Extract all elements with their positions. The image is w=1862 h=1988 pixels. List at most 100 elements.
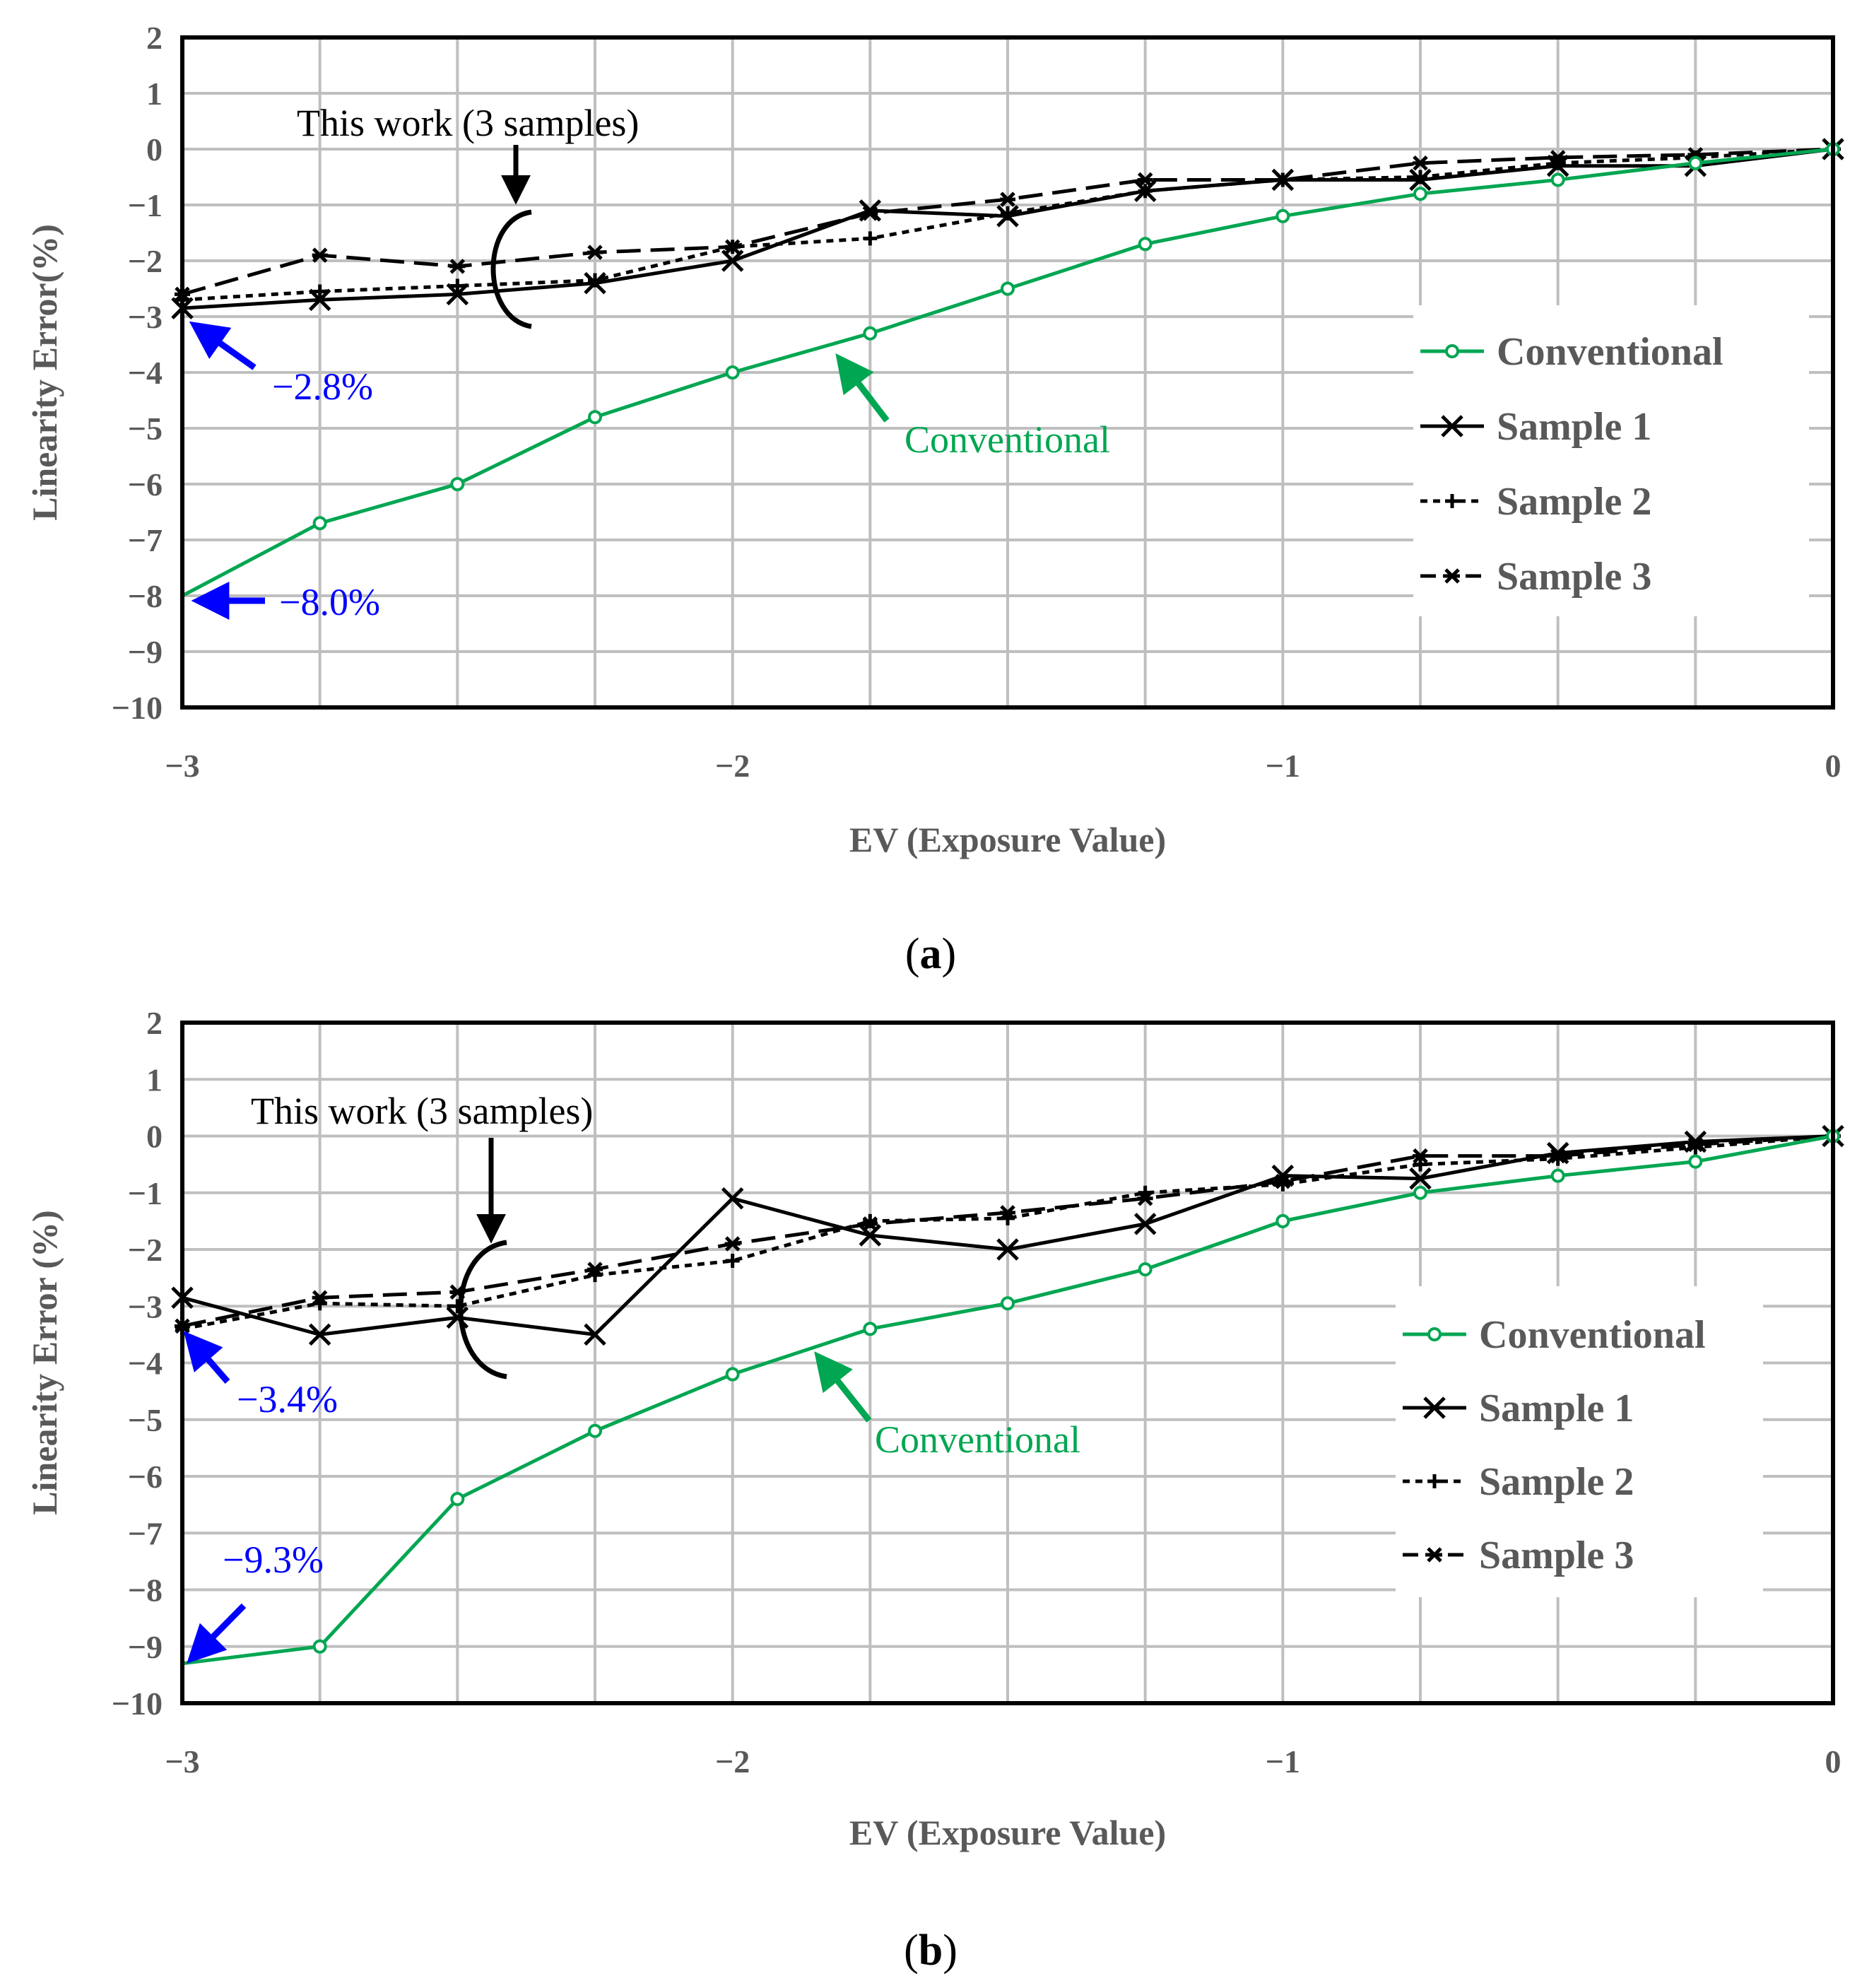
x-axis-title-b: EV (Exposure Value) [849,1813,1166,1852]
sample-end-arrow-b [183,1331,230,1384]
legend-box-a [1413,305,1809,616]
legend-label: Sample 1 [1497,405,1651,449]
data-point-sample3 [1275,1173,1291,1189]
data-point-sample1 [584,1323,606,1346]
series-conventional-a [181,142,1840,598]
y-tick-label: −6 [128,466,163,502]
y-tick-label: −2 [128,243,163,279]
data-point-sample3 [1137,172,1153,188]
data-point-sample2 [312,284,327,299]
conventional-end-label-b: −9.3% [223,1539,324,1581]
y-tick-label: −3 [128,1288,163,1324]
legend-label: Sample 1 [1479,1387,1634,1430]
data-point-conventional [1275,208,1290,223]
data-point-conventional [863,1322,878,1336]
legend-label: Sample 2 [1479,1460,1634,1504]
conventional-label-a: Conventional [905,418,1110,461]
y-tick-label: 0 [146,131,163,167]
data-point-conventional [588,410,602,425]
data-point-conventional [1413,187,1427,201]
sample-bracket-b [458,1240,507,1380]
data-point-sample3 [312,1290,328,1305]
data-point-conventional [450,477,465,491]
y-tick-label: −8 [128,1572,163,1608]
data-point-sample3 [1413,155,1428,171]
legend-marker [1445,344,1459,358]
y-tick-label: −4 [128,1346,163,1382]
data-point-sample3 [1000,192,1015,207]
chart-panel-a: 210−1−2−3−4−5−6−7−8−9−10−3 −2 −1 0 Conventi… [25,20,1844,978]
x-tick-label: 0 [1825,748,1842,784]
legend-item-conventional: Conventional [1420,330,1723,374]
series-sample3-a [175,141,1841,302]
data-point-conventional [1550,172,1565,187]
legend-item-sample3: Sample 3 [1403,1534,1634,1577]
legend-label: Sample 3 [1497,555,1651,599]
y-tick-label: −7 [128,522,163,558]
conventional-arrow-b [814,1351,872,1423]
data-point-sample3 [312,247,328,263]
caption-a: (a) [905,930,956,978]
data-point-conventional [312,516,327,531]
y-tick-label: −9 [128,634,163,670]
data-point-sample3 [1413,1148,1428,1164]
y-tick-label: −5 [128,1402,163,1438]
data-point-sample3 [1275,172,1291,188]
x-tick-label: 0 [1825,1743,1842,1780]
conventional-label-b: Conventional [875,1418,1080,1461]
y-tick-label: −1 [128,1175,163,1211]
x-tick-label: −1 [1266,748,1300,784]
data-point-conventional [450,1492,465,1507]
y-tick-label: 1 [146,1061,163,1098]
legend-item-sample1: Sample 1 [1403,1387,1634,1430]
tick-labels-a: 210−1−2−3−4−5−6−7−8−9−10−3 −2 −1 0 [112,20,1842,784]
legend-marker [1427,1547,1442,1563]
data-point-conventional [1413,1185,1427,1200]
data-point-sample3 [1550,1148,1566,1164]
data-point-conventional [1688,1154,1703,1169]
y-axis-title-b: Linearity Error (%) [25,1210,64,1514]
legend-label: Sample 2 [1497,480,1651,524]
sample-bracket-a [490,209,532,329]
sample-end-arrow-a [189,321,257,370]
legend-label: Conventional [1479,1313,1706,1357]
legend-item-sample2: Sample 2 [1403,1460,1634,1504]
legend-b: Conventional Sample 1 Sample 2 Sample 3 [1403,1313,1706,1577]
legend-item-sample1: Sample 1 [1420,405,1651,449]
legend-item-conventional: Conventional [1403,1313,1706,1357]
data-point-sample2 [1413,170,1427,184]
legend-marker [1445,494,1459,508]
y-tick-label: −5 [128,411,163,447]
data-point-sample1 [1409,1167,1432,1190]
legend-box-b [1396,1286,1763,1597]
legend-marker [1423,1396,1446,1419]
data-point-sample3 [862,1216,878,1232]
data-point-conventional [312,1639,327,1654]
data-point-sample1 [859,199,882,222]
data-point-sample2 [450,278,465,293]
y-tick-label: −4 [128,355,163,391]
legend-item-sample3: Sample 3 [1420,555,1651,599]
sample-end-label-b: −3.4% [237,1378,338,1421]
data-point-sample2 [863,231,878,246]
x-tick-label: −2 [715,748,750,784]
chart-panel-b: 210−1−2−3−4−5−6−7−8−9−10−3 −2 −1 0 Conventi… [25,1005,1844,1975]
data-point-sample3 [724,1236,741,1252]
data-point-conventional [1138,1262,1153,1277]
series-layer-b [171,1124,1844,1666]
data-point-sample3 [724,239,741,255]
y-tick-label: −1 [128,187,163,223]
data-point-sample2 [588,273,602,288]
data-point-conventional [1001,1296,1015,1311]
legend-label: Sample 3 [1479,1534,1634,1577]
legend-marker [1444,568,1460,584]
legend-a: Conventional Sample 1 Sample 2 Sample 3 [1420,330,1723,599]
data-point-sample3 [1687,1136,1704,1153]
data-point-conventional [863,326,878,341]
data-point-sample3 [587,245,603,260]
data-point-sample2 [1413,1157,1427,1172]
data-point-conventional [1688,155,1703,170]
y-tick-label: −7 [128,1515,163,1551]
y-tick-label: −8 [128,578,163,614]
y-tick-label: 2 [146,1005,163,1041]
